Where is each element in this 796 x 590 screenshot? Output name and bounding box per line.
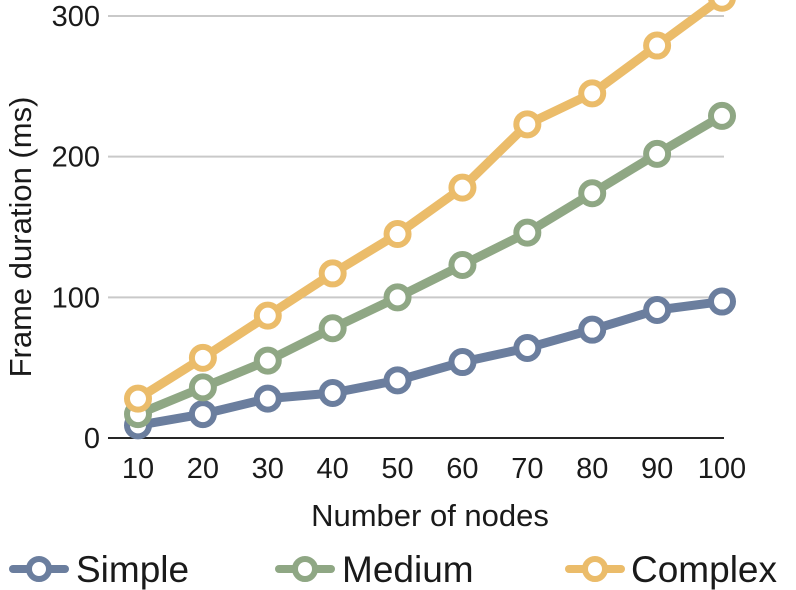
series-line-medium xyxy=(133,111,727,419)
y-tick-labels: 0 100 200 300 xyxy=(52,1,100,455)
legend: Simple Medium Complex xyxy=(9,549,777,590)
data-point-simple-80 xyxy=(578,315,607,344)
data-point-complex-90 xyxy=(643,31,672,60)
data-point-complex-80 xyxy=(578,79,607,108)
data-point-complex-30 xyxy=(253,301,282,330)
series-simple xyxy=(124,287,736,440)
x-tick-label-40: 40 xyxy=(317,453,349,485)
x-tick-labels: 10 20 30 40 50 60 70 80 90 100 xyxy=(122,453,746,485)
legend-label-complex: Complex xyxy=(631,549,777,590)
series-complex xyxy=(124,0,736,413)
legend-item-complex: Complex xyxy=(565,549,777,590)
x-tick-label-50: 50 xyxy=(381,453,413,485)
data-point-medium-90 xyxy=(643,139,672,168)
legend-item-simple: Simple xyxy=(9,549,189,590)
data-point-complex-10 xyxy=(124,384,152,413)
series-medium xyxy=(124,101,736,429)
legend-label-medium: Medium xyxy=(342,549,474,590)
data-point-simple-60 xyxy=(448,348,477,377)
legend-label-simple: Simple xyxy=(76,549,189,590)
x-tick-label-100: 100 xyxy=(698,453,746,485)
data-point-simple-50 xyxy=(383,366,412,395)
legend-swatch-marker-simple xyxy=(26,556,52,582)
data-point-simple-40 xyxy=(318,378,347,407)
y-tick-label-300: 300 xyxy=(52,1,100,33)
y-tick-label-100: 100 xyxy=(52,282,100,314)
x-tick-label-60: 60 xyxy=(446,453,478,485)
data-point-medium-60 xyxy=(448,250,477,279)
data-point-medium-40 xyxy=(318,314,347,343)
x-tick-label-20: 20 xyxy=(187,453,219,485)
x-tick-label-10: 10 xyxy=(122,453,154,485)
data-point-simple-20 xyxy=(188,400,217,429)
legend-item-medium: Medium xyxy=(275,549,474,590)
x-tick-label-30: 30 xyxy=(252,453,284,485)
data-point-medium-30 xyxy=(253,346,282,375)
data-point-simple-70 xyxy=(513,333,542,362)
data-point-medium-50 xyxy=(383,283,412,312)
data-point-complex-60 xyxy=(448,173,477,202)
y-tick-label-200: 200 xyxy=(52,142,100,174)
legend-swatch-marker-complex xyxy=(582,556,608,582)
data-point-complex-20 xyxy=(188,343,217,372)
x-tick-label-70: 70 xyxy=(511,453,543,485)
data-point-medium-80 xyxy=(578,179,607,208)
data-point-medium-70 xyxy=(513,218,542,247)
data-point-simple-30 xyxy=(253,384,282,413)
legend-swatch-marker-medium xyxy=(292,556,318,582)
series-line-complex xyxy=(133,0,726,404)
data-point-simple-100 xyxy=(708,287,736,316)
y-axis-title: Frame duration (ms) xyxy=(3,97,38,378)
series-layer xyxy=(124,0,736,440)
x-axis-title: Number of nodes xyxy=(311,498,549,533)
data-point-complex-40 xyxy=(318,259,347,288)
data-point-medium-20 xyxy=(188,373,217,402)
series-line-simple xyxy=(133,297,727,430)
data-point-complex-70 xyxy=(513,110,542,139)
x-tick-label-80: 80 xyxy=(576,453,608,485)
data-point-medium-100 xyxy=(708,101,736,130)
y-tick-label-0: 0 xyxy=(84,423,100,455)
data-point-simple-90 xyxy=(643,295,672,324)
grid-layer xyxy=(108,15,724,439)
data-point-complex-50 xyxy=(383,220,412,249)
x-tick-label-90: 90 xyxy=(641,453,673,485)
data-point-complex-100 xyxy=(708,0,736,12)
